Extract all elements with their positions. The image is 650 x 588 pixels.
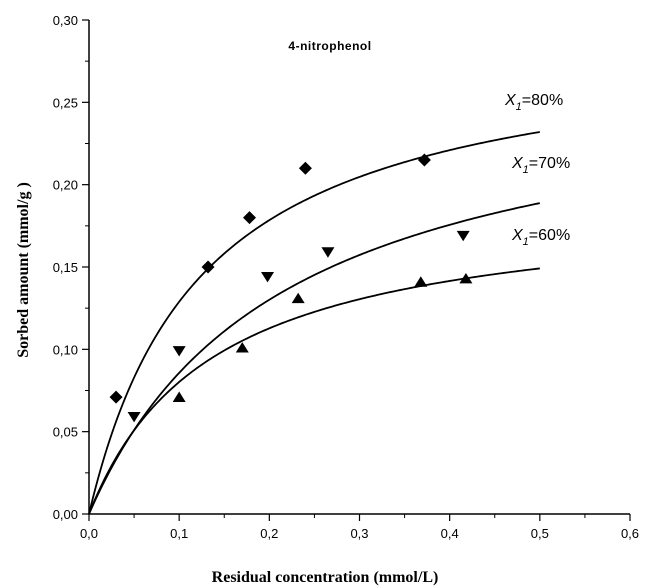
triangle-down-marker [127, 411, 141, 423]
triangle-down-marker [172, 346, 186, 357]
diamond-marker [417, 153, 431, 167]
diamond-marker [298, 161, 312, 175]
triangle-down-marker [261, 272, 275, 283]
fit-curve-60 [88, 267, 540, 515]
x-tick-label: 0,1 [170, 526, 188, 541]
x-tick-label: 0,6 [621, 526, 639, 541]
plot-area: 0,0 0,1 0,2 0,3 0,4 0,5 0,6 0,00 0,05 0,10 0,15 0,2… [53, 13, 639, 541]
diamond-marker [242, 211, 256, 225]
triangle-up-marker [291, 292, 305, 304]
diamond-marker [109, 390, 123, 404]
y-tick-label: 0,30 [53, 13, 78, 28]
triangle-up-marker [459, 273, 473, 284]
y-axis-title: Sorbed amount (mmol/g ) [15, 182, 32, 358]
y-tick-label: 0,20 [53, 178, 78, 193]
series-label: X1=80% [504, 92, 563, 113]
series-label: X1=60% [511, 227, 570, 248]
y-tick-label: 0,00 [53, 507, 78, 522]
triangle-up-marker [172, 391, 186, 402]
x-tick-label: 0,3 [350, 526, 368, 541]
diamond-marker [201, 260, 215, 274]
y-tick-label: 0,15 [53, 260, 78, 275]
chart-title: 4-nitrophenol [288, 39, 371, 53]
fit-curve-70 [88, 202, 541, 515]
y-tick-label: 0,10 [53, 342, 78, 357]
x-tick-label: 0,0 [80, 526, 98, 541]
fit-curve-80 [88, 131, 540, 515]
triangle-up-marker [414, 276, 428, 287]
y-tick-label: 0,05 [53, 425, 78, 440]
x-tick-label: 0,4 [441, 526, 459, 541]
y-tick-label: 0,25 [53, 95, 78, 110]
triangle-down-marker [456, 230, 470, 242]
x-tick-label: 0,5 [531, 526, 549, 541]
triangle-up-marker [235, 342, 249, 353]
x-tick-label: 0,2 [260, 526, 278, 541]
x-axis-title: Residual concentration (mmol/L) [212, 569, 439, 586]
series-label: X1=70% [511, 155, 570, 176]
triangle-down-marker [321, 247, 335, 258]
